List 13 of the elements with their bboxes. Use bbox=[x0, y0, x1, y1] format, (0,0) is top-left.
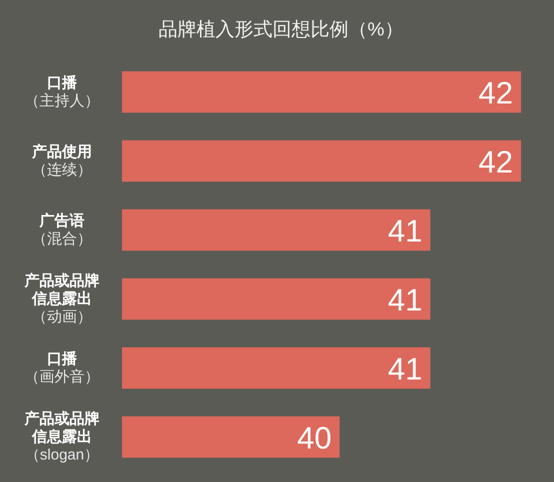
data-label: 42 bbox=[478, 76, 513, 110]
data-label: 40 bbox=[297, 420, 332, 456]
y-tick-label: 产品或品牌信息露出（slogan） bbox=[24, 410, 100, 464]
chart-title: 品牌植入形式回想比例（%） bbox=[158, 20, 404, 40]
y-tick-label: 口播（画外音） bbox=[24, 350, 100, 386]
y-tick-label: 产品使用（连续） bbox=[31, 144, 92, 178]
data-label: 42 bbox=[478, 144, 513, 180]
y-tick-label: 口播（主持人） bbox=[24, 74, 100, 110]
data-label: 41 bbox=[388, 214, 422, 248]
y-tick-label: 产品或品牌信息露出（动画） bbox=[24, 272, 100, 326]
y-tick-label: 广告语（混合） bbox=[32, 212, 92, 248]
data-label: 41 bbox=[388, 282, 422, 318]
data-label: 41 bbox=[388, 352, 422, 386]
